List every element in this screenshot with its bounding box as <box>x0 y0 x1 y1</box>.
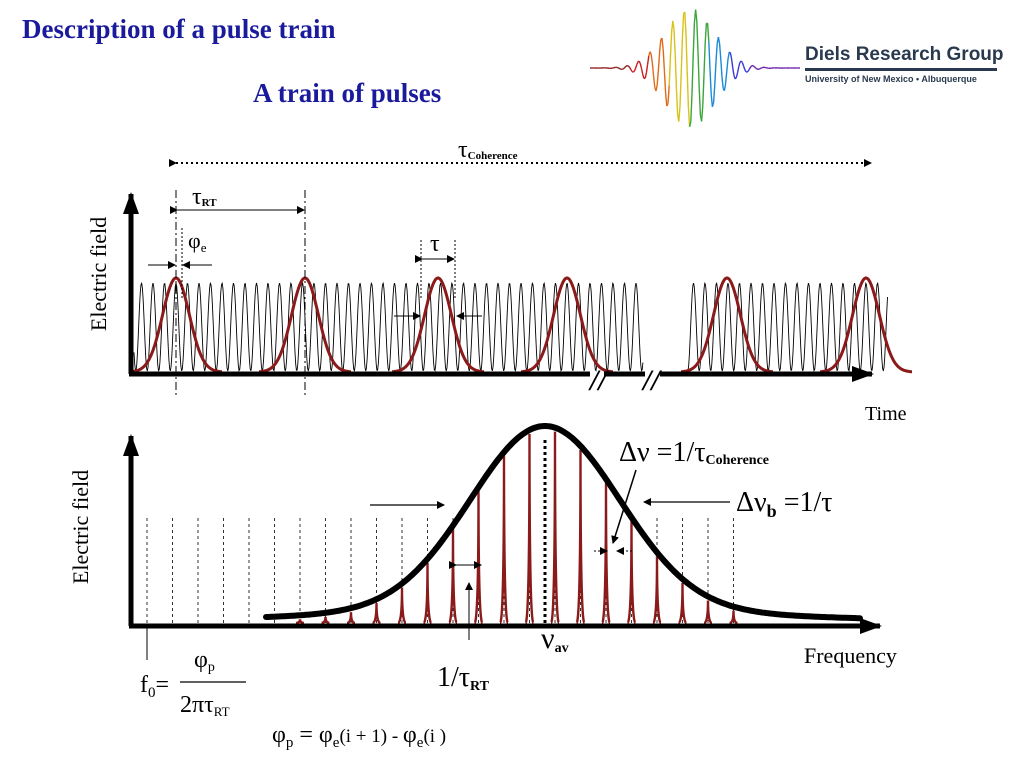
delta-nu-b-label: Δνb =1/τ <box>736 487 833 521</box>
page-title: Description of a pulse train <box>22 14 336 44</box>
comb-tooth <box>651 556 663 625</box>
pulse-envelope <box>521 276 613 374</box>
freq-y-label: Electric field <box>68 470 93 584</box>
freq-x-label: Frequency <box>804 643 897 668</box>
comb-tooth <box>703 600 713 625</box>
phi-e-label: φe <box>188 228 207 255</box>
pulse-envelope <box>681 276 773 374</box>
comb-tooth <box>346 612 356 625</box>
f0-formula: f0= φp 2πτRT <box>140 647 246 719</box>
pulse-envelope <box>820 276 912 374</box>
page-subtitle: A train of pulses <box>253 78 442 108</box>
tau-label: τ <box>430 231 440 257</box>
comb-tooth <box>295 619 305 625</box>
tau-coherence-label: τCoherence <box>458 137 518 163</box>
logo-affiliation: University of New Mexico • Albuquerque <box>805 74 977 84</box>
comb-tooth <box>549 431 561 625</box>
logo-name: Diels Research Group <box>805 44 1004 65</box>
comb-tooth <box>524 433 535 625</box>
logo-divider <box>805 68 997 71</box>
time-y-label: Electric field <box>86 217 111 331</box>
carrier-wave <box>687 281 888 372</box>
comb-tooth <box>397 587 407 625</box>
svg-text:f0=: f0= <box>140 672 169 701</box>
pulse-envelope <box>392 276 484 374</box>
svg-text:φp: φp <box>194 647 215 675</box>
carrier-wave <box>133 281 644 372</box>
logo-wave-icon <box>590 9 800 127</box>
frequency-plot: Δν =1/τCoherence Δνb =1/τ νav 1/τRT Elec… <box>68 423 897 751</box>
nu-av-label: νav <box>541 622 569 656</box>
delta-nu-coherence-pointer <box>611 469 637 544</box>
phase-formula: φp = φe(i + 1) - φe(i ) <box>272 722 446 751</box>
svg-text:2πτRT: 2πτRT <box>180 692 230 719</box>
tau-rt-label: τRT <box>192 184 217 210</box>
axis-break-mark: // <box>641 364 662 397</box>
inv-tau-rt-label: 1/τRT <box>437 662 490 694</box>
axis-break-mark: // <box>588 364 609 397</box>
time-plot: // // τCoherence τRT φe τ Electric field… <box>86 137 912 425</box>
comb-tooth <box>422 562 433 625</box>
delta-nu-coherence-label: Δν =1/τCoherence <box>619 437 769 468</box>
spectral-envelope <box>263 423 863 622</box>
time-x-label: Time <box>865 403 907 425</box>
comb-tooth <box>321 616 330 625</box>
comb-tooth <box>626 521 637 625</box>
comb-tooth <box>372 603 381 625</box>
